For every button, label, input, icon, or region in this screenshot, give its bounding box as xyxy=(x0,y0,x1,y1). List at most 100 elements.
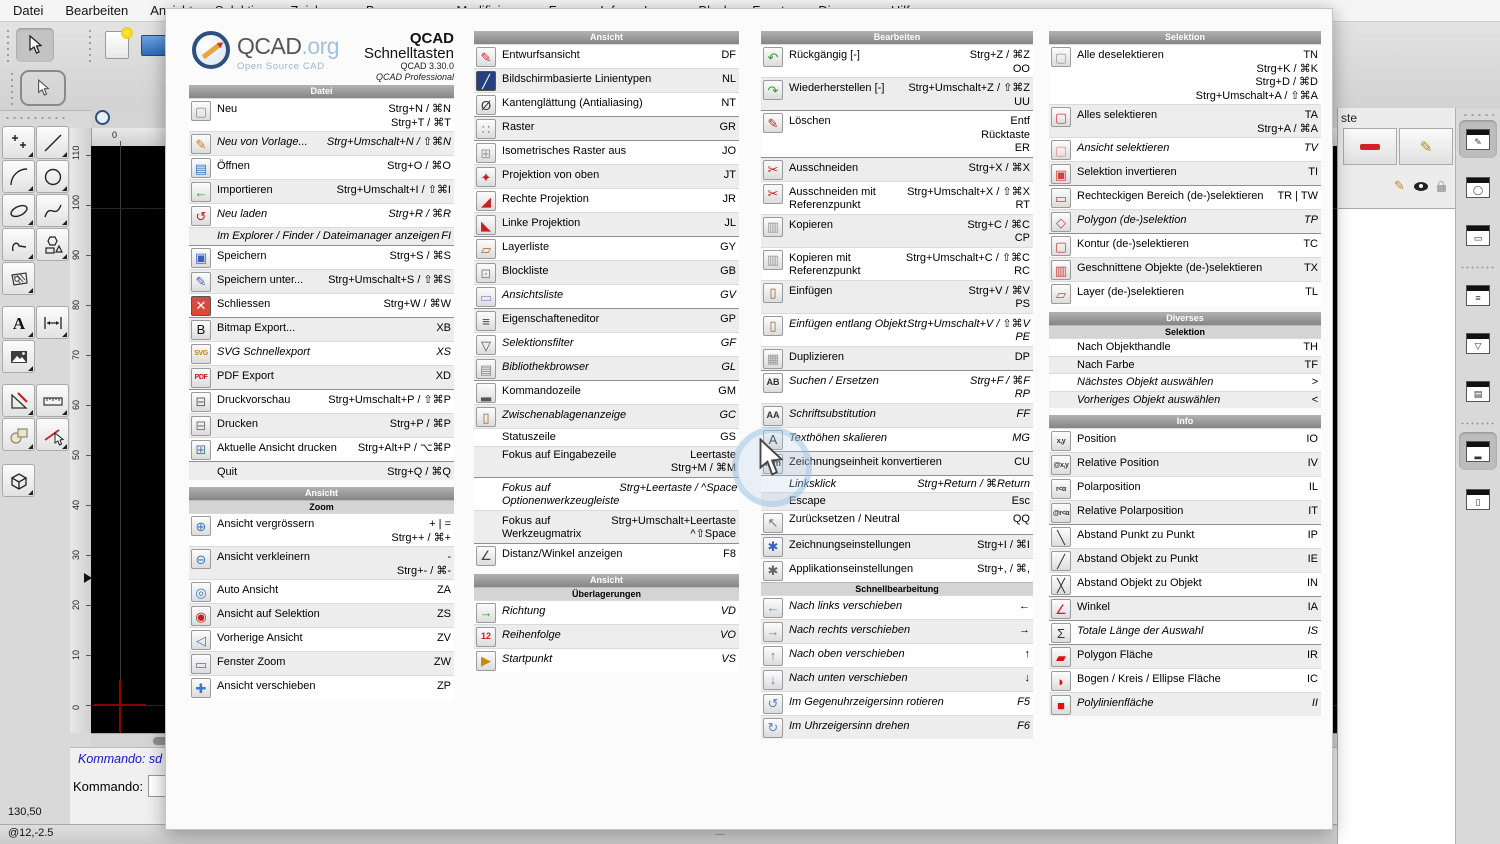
order-icon: 12 xyxy=(476,626,496,647)
section-header: Ansicht xyxy=(474,31,739,44)
shortcut-keys: DP xyxy=(1014,350,1030,363)
shortcut-keys: Strg+Umschalt+C / ⇧⌘C RC xyxy=(905,251,1030,278)
selection-tool-button[interactable] xyxy=(20,70,66,106)
shortcut-label: PDF Export xyxy=(217,369,274,382)
shortcut-row: ▢ Neu Strg+N / ⌘N Strg+T / ⌘T xyxy=(189,98,454,131)
spline-tool-button[interactable] xyxy=(36,194,69,227)
angle-icon: ∠ xyxy=(1051,599,1071,619)
shortcut-row: ↶ Rückgängig [-] Strg+Z / ⌘Z OO xyxy=(761,44,1033,77)
arc-tool-button[interactable] xyxy=(2,160,35,193)
menu-item-datei[interactable]: Datei xyxy=(13,3,44,18)
shortcut-label: Druckvorschau xyxy=(217,393,291,406)
no-icon xyxy=(191,230,211,232)
section-header: Info xyxy=(1049,415,1321,428)
polyline-tool-button[interactable] xyxy=(2,228,35,261)
modify-tool-button[interactable] xyxy=(2,418,35,451)
shortcut-label: Ausschneiden mit Referenzpunkt xyxy=(789,185,876,212)
line-tool-button[interactable] xyxy=(36,126,69,159)
section-header: Ansicht xyxy=(474,573,739,587)
select-rectangle-icon: ▭ xyxy=(1051,188,1071,208)
shortcut-keys: GV xyxy=(720,289,736,301)
shape-tool-button[interactable] xyxy=(36,228,69,261)
cheatsheet-column-bearbeiten: Bearbeiten ↶ Rückgängig [-] Strg+Z / ⌘Z OO ↷ W… xyxy=(761,31,1033,739)
shortcut-keys: Strg+P / ⌘P xyxy=(389,417,451,430)
shortcut-row: ⊡ Blockliste GB xyxy=(474,260,739,284)
shortcut-keys: Strg+F / ⌘F RP xyxy=(969,374,1030,401)
measure-tool-button[interactable] xyxy=(36,384,69,417)
lock-icon[interactable] xyxy=(1436,180,1446,192)
shortcut-row: ∠ Distanz/Winkel anzeigen F8 xyxy=(474,542,739,567)
block-list-dock-button[interactable]: ◯ xyxy=(1459,168,1497,206)
draft-tools-button[interactable] xyxy=(2,384,35,417)
shortcut-label: Schliessen xyxy=(217,297,271,310)
no-icon xyxy=(476,513,496,515)
library-browser-dock-button[interactable]: ▤ xyxy=(1459,372,1497,410)
modify-trim-tool-icon xyxy=(43,428,64,446)
shortcut-row: x,y Position IO xyxy=(1049,428,1321,452)
new-file-button[interactable] xyxy=(98,27,136,62)
shortcut-keys: Strg+O / ⌘O xyxy=(387,160,451,172)
text-tool-button[interactable]: A xyxy=(2,306,35,339)
shortcut-row: ▭ Fenster Zoom ZW xyxy=(189,651,454,675)
image-tool-button[interactable] xyxy=(2,340,35,373)
v-ruler-label: 60 xyxy=(71,399,81,410)
total-length-icon: Σ xyxy=(1051,623,1071,643)
direction-icon: → xyxy=(476,602,496,623)
modify-trim-tool-button[interactable] xyxy=(36,418,69,451)
select-polygon-icon: ◇ xyxy=(1051,212,1071,232)
section-header: Ansicht xyxy=(189,487,454,500)
shortcut-label: Projektion von oben xyxy=(502,169,600,181)
shortcut-label: Polylinienfläche xyxy=(1077,697,1154,709)
view-list-dock-button[interactable]: ▭ xyxy=(1459,216,1497,254)
clipboard-dock-button[interactable]: ▯ xyxy=(1459,480,1497,518)
shortcut-label: Geschnittene Objekte (de-)selektieren xyxy=(1077,262,1263,274)
solid-tool-button[interactable] xyxy=(2,464,35,497)
shortcut-label: Totale Länge der Auswahl xyxy=(1077,625,1204,637)
shortcut-keys: Strg+Umschalt+S / ⇧⌘S xyxy=(328,273,451,286)
pencil-icon[interactable]: ✎ xyxy=(1394,178,1405,193)
copy-icon: ▥ xyxy=(763,216,783,237)
shortcut-row: Fokus auf Optionenwerkzeugleiste Strg+Lee… xyxy=(474,476,739,510)
hatch-tool-icon xyxy=(10,271,28,286)
shortcut-label: Neu von Vorlage... xyxy=(217,136,308,148)
shortcut-label: Raster xyxy=(502,121,535,133)
shortcut-label: Kantenglättung (Antialiasing) xyxy=(502,97,643,109)
hatch-tool-button[interactable] xyxy=(2,262,35,295)
dock-drag-handle[interactable] xyxy=(1462,113,1494,117)
layer-list[interactable] xyxy=(1338,208,1455,844)
command-line-dock-button[interactable]: ▂ xyxy=(1459,432,1497,470)
dimension-tool-button[interactable] xyxy=(36,306,69,339)
toolbar-drag-handle[interactable] xyxy=(88,28,92,62)
v-ruler-label: 0 xyxy=(71,704,81,710)
shortcut-label: Zeichnungseinstellungen xyxy=(789,538,911,551)
point-tool-button[interactable] xyxy=(2,126,35,159)
redo-icon: ↷ xyxy=(763,80,783,100)
ellipse-tool-button[interactable] xyxy=(2,194,35,227)
eye-icon[interactable] xyxy=(1413,181,1428,191)
duplicate-icon: ▦ xyxy=(763,348,783,369)
shortcut-label: Schriftsubstitution xyxy=(789,407,876,420)
shortcut-row: ◇ Polygon (de-)selektion TP xyxy=(1049,209,1321,233)
selection-filter-dock-button[interactable]: ▽ xyxy=(1459,324,1497,362)
remove-layer-button[interactable] xyxy=(1343,128,1397,165)
shortcut-keys: ZA xyxy=(436,584,451,596)
shortcut-keys: IE xyxy=(1307,553,1318,565)
cheatsheet-column-ansicht: Ansicht ✎ Entwurfsansicht DF ╱ Bildschirmbasi… xyxy=(474,31,739,739)
circle-tool-button[interactable] xyxy=(36,160,69,193)
scrollbar-handle[interactable] xyxy=(153,737,168,745)
shortcut-label: Linke Projektion xyxy=(502,217,581,229)
toolbar-drag-handle[interactable] xyxy=(6,28,10,62)
draft-tools-icon xyxy=(10,391,28,409)
selection-pointer-button[interactable] xyxy=(16,28,54,62)
shortcut-label: Ansicht vergrössern xyxy=(217,518,315,530)
toolbar-drag-handle[interactable] xyxy=(10,71,14,105)
edit-layer-button[interactable]: ✎ xyxy=(1399,128,1453,165)
shortcut-label: Bitmap Export... xyxy=(217,321,296,334)
shortcut-label: Ansicht verkleinern xyxy=(217,551,310,563)
palette-drag-handle[interactable] xyxy=(4,116,66,120)
property-editor-dock-button[interactable]: ≡ xyxy=(1459,276,1497,314)
layer-list-dock-icon: ✎ xyxy=(1466,128,1490,150)
shortcut-row: ✂ Ausschneiden mit Referenzpunkt Strg+Umsc… xyxy=(761,180,1033,214)
layer-list-dock-button[interactable]: ✎ xyxy=(1459,120,1497,158)
menu-item-bearbeiten[interactable]: Bearbeiten xyxy=(65,3,129,18)
